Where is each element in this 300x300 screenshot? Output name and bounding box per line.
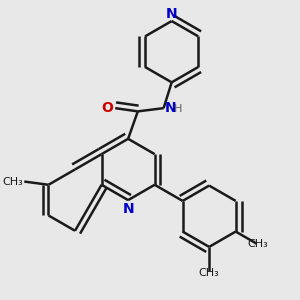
Text: CH₃: CH₃ [199,268,220,278]
Text: O: O [102,101,114,115]
Text: N: N [122,202,134,216]
Text: N: N [166,7,178,21]
Text: H: H [174,104,182,114]
Text: N: N [165,101,177,115]
Text: CH₃: CH₃ [2,177,23,187]
Text: CH₃: CH₃ [248,239,268,250]
